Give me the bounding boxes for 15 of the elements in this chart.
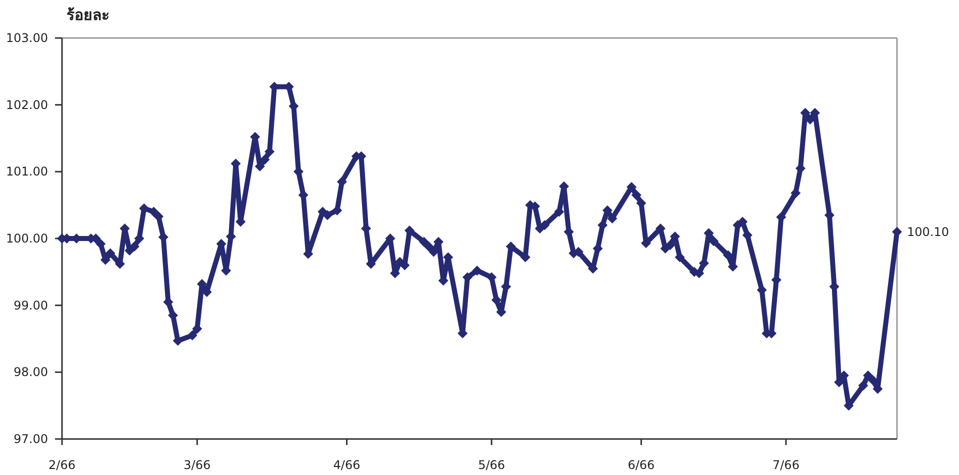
x-tick-label: 6/66 xyxy=(628,458,655,472)
y-tick-label: 102.00 xyxy=(6,98,48,112)
y-tick-label: 101.00 xyxy=(6,164,48,179)
y-tick-label: 98.00 xyxy=(14,365,48,380)
y-tick-label: 100.00 xyxy=(6,232,48,246)
x-tick-label: 3/66 xyxy=(184,458,211,472)
y-axis-title: ร้อยละ xyxy=(66,6,110,24)
x-tick-label: 4/66 xyxy=(333,458,360,472)
y-tick-label: 99.00 xyxy=(14,298,48,312)
x-tick-label: 2/66 xyxy=(48,458,76,472)
y-tick-label: 103.00 xyxy=(6,31,48,45)
y-tick-label: 97.00 xyxy=(14,432,48,446)
x-tick-label: 7/66 xyxy=(772,458,800,472)
data-label: 100.10 xyxy=(907,224,949,239)
x-tick-label: 5/66 xyxy=(478,458,506,472)
